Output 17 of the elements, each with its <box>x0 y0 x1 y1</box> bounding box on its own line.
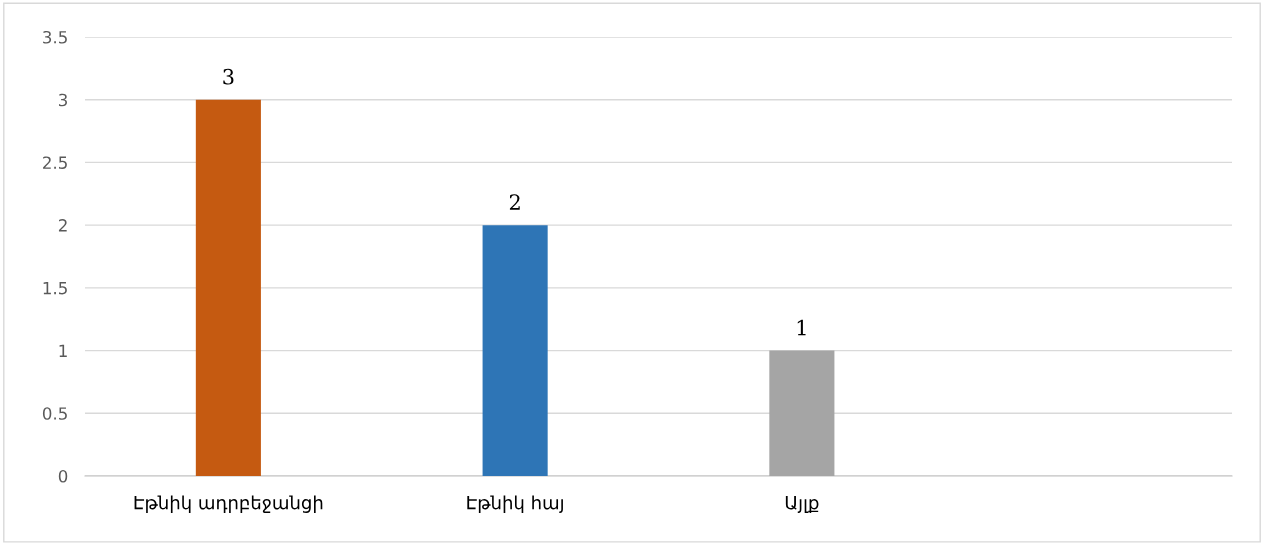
x-tick-label: Էթնիկ ադրբեջանցի <box>134 495 323 513</box>
bar <box>195 99 261 476</box>
x-tick-label: Էթնիկ հայ <box>467 495 563 513</box>
y-tick-label: 0 <box>58 469 68 483</box>
y-tick-label: 0.5 <box>42 407 67 420</box>
x-tick-label: Այլք <box>785 496 819 513</box>
bar <box>482 225 548 476</box>
y-tick-label: 1 <box>59 344 67 357</box>
data-label: 2 <box>509 194 520 210</box>
y-tick-label: 2.5 <box>43 156 67 169</box>
y-tick-label: 3 <box>59 93 67 107</box>
y-tick-label: 1.5 <box>43 282 67 295</box>
data-label: 1 <box>797 319 806 336</box>
data-label: 3 <box>223 68 234 85</box>
y-tick-label: 3.5 <box>43 30 67 44</box>
y-tick-label: 2 <box>58 219 67 232</box>
bar <box>769 350 835 476</box>
